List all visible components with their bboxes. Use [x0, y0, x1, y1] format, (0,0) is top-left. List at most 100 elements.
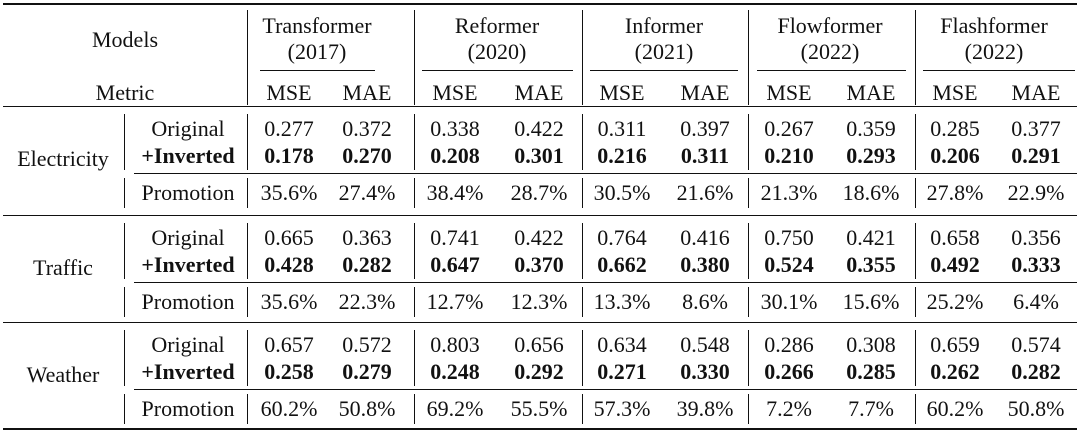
- original-value: 0.285: [930, 116, 980, 141]
- column-divider: [915, 394, 916, 424]
- inverted-value: 0.524: [764, 252, 814, 277]
- dataset-divider: [124, 394, 125, 424]
- promotion-value: 6.4%: [1013, 289, 1059, 314]
- row-label-promotion: Promotion: [141, 180, 235, 205]
- promotion-value: 60.2%: [926, 396, 984, 421]
- original-value: 0.359: [846, 116, 896, 141]
- original-value: 0.422: [514, 225, 564, 250]
- row-label-promotion: Promotion: [141, 289, 235, 314]
- original-value: 0.659: [930, 332, 980, 357]
- original-value: 0.308: [846, 332, 896, 357]
- original-value: 0.356: [1011, 225, 1061, 250]
- inverted-value: 0.293: [846, 143, 896, 168]
- metric-mae-header: MAE: [342, 80, 392, 105]
- promotion-value: 50.8%: [338, 396, 396, 421]
- inverted-value: 0.208: [430, 143, 480, 168]
- model-cmidrule: [590, 70, 738, 71]
- inverted-value: 0.262: [930, 359, 980, 384]
- header-column-divider: [748, 10, 749, 105]
- original-value: 0.422: [514, 116, 564, 141]
- column-divider: [748, 330, 749, 386]
- bottom-rule: [3, 428, 1077, 430]
- inverted-value: 0.355: [846, 252, 896, 277]
- row-label-original: Original: [151, 225, 225, 250]
- inverted-value: 0.647: [430, 252, 480, 277]
- inverted-value: 0.380: [680, 252, 730, 277]
- metric-mae-header: MAE: [846, 80, 896, 105]
- original-value: 0.658: [930, 225, 980, 250]
- promotion-rule: [134, 173, 1077, 174]
- original-value: 0.750: [764, 225, 814, 250]
- column-divider: [414, 223, 415, 279]
- original-value: 0.363: [342, 225, 392, 250]
- promotion-value: 35.6%: [260, 289, 318, 314]
- promotion-value: 13.3%: [593, 289, 651, 314]
- original-value: 0.803: [430, 332, 480, 357]
- metric-mse-header: MSE: [766, 80, 812, 105]
- column-divider: [247, 394, 248, 424]
- model-year: (2021): [634, 39, 694, 64]
- dataset-name: Traffic: [33, 255, 93, 280]
- promotion-value: 55.5%: [510, 396, 568, 421]
- original-value: 0.764: [597, 225, 647, 250]
- original-value: 0.548: [680, 332, 730, 357]
- header-column-divider: [915, 10, 916, 105]
- row-label-original: Original: [151, 116, 225, 141]
- inverted-value: 0.492: [930, 252, 980, 277]
- original-value: 0.656: [514, 332, 564, 357]
- dataset-rule: [3, 215, 1077, 216]
- column-divider: [748, 287, 749, 317]
- promotion-value: 7.2%: [766, 396, 812, 421]
- promotion-value: 18.6%: [842, 180, 900, 205]
- column-divider: [748, 394, 749, 424]
- row-label-original: Original: [151, 332, 225, 357]
- column-divider: [582, 394, 583, 424]
- inverted-value: 0.662: [597, 252, 647, 277]
- promotion-value: 38.4%: [426, 180, 484, 205]
- promotion-value: 8.6%: [682, 289, 728, 314]
- original-value: 0.277: [264, 116, 314, 141]
- original-value: 0.421: [846, 225, 896, 250]
- promotion-value: 50.8%: [1007, 396, 1065, 421]
- column-divider: [915, 287, 916, 317]
- promotion-value: 25.2%: [926, 289, 984, 314]
- model-year: (2020): [467, 39, 527, 64]
- column-divider: [247, 223, 248, 279]
- original-value: 0.574: [1011, 332, 1061, 357]
- original-value: 0.372: [342, 116, 392, 141]
- promotion-value: 12.3%: [510, 289, 568, 314]
- column-divider: [414, 330, 415, 386]
- model-name: Reformer: [454, 13, 540, 38]
- column-divider: [582, 178, 583, 208]
- original-value: 0.267: [764, 116, 814, 141]
- column-divider: [247, 178, 248, 208]
- inverted-value: 0.301: [514, 143, 564, 168]
- column-divider: [414, 114, 415, 170]
- metric-mse-header: MSE: [599, 80, 645, 105]
- model-year: (2022): [964, 39, 1024, 64]
- inverted-value: 0.282: [1011, 359, 1061, 384]
- original-value: 0.634: [597, 332, 647, 357]
- promotion-rule: [134, 282, 1077, 283]
- promotion-value: 60.2%: [260, 396, 318, 421]
- original-value: 0.657: [264, 332, 314, 357]
- column-divider: [748, 114, 749, 170]
- row-label-promotion: Promotion: [141, 396, 235, 421]
- inverted-value: 0.248: [430, 359, 480, 384]
- top-rule: [3, 3, 1077, 5]
- header-rule: [3, 106, 1077, 107]
- inverted-value: 0.311: [680, 143, 730, 168]
- promotion-value: 39.8%: [676, 396, 734, 421]
- header-column-divider: [414, 10, 415, 105]
- column-divider: [414, 178, 415, 208]
- inverted-value: 0.279: [342, 359, 392, 384]
- promotion-value: 15.6%: [842, 289, 900, 314]
- inverted-value: 0.266: [764, 359, 814, 384]
- metric-mae-header: MAE: [1011, 80, 1061, 105]
- original-value: 0.377: [1011, 116, 1061, 141]
- metric-mae-header: MAE: [514, 80, 564, 105]
- inverted-value: 0.330: [680, 359, 730, 384]
- promotion-value: 7.7%: [848, 396, 894, 421]
- column-divider: [582, 223, 583, 279]
- dataset-divider: [124, 287, 125, 317]
